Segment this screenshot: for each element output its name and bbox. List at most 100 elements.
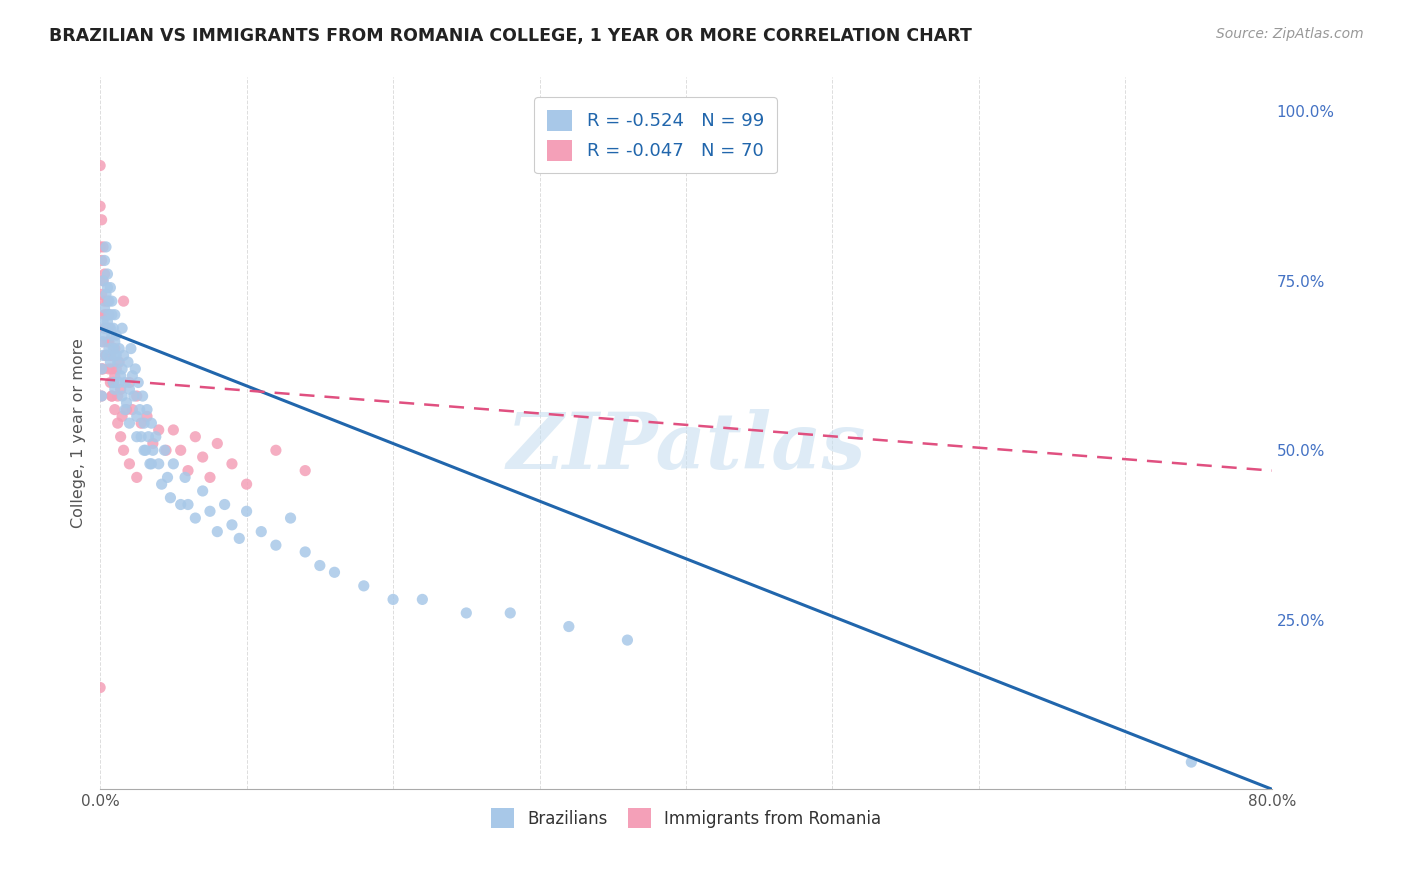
Point [138,430,160,444]
Point [94,240,117,254]
Point [96,280,118,294]
Point [122,389,145,403]
Legend: Brazilians, Immigrants from Romania: Brazilians, Immigrants from Romania [484,802,889,834]
Point [97,308,120,322]
Point [153,443,176,458]
Point [114,402,136,417]
Point [101,362,124,376]
Point [89,199,111,213]
Point [111,321,134,335]
Point [170,498,193,512]
Point [110,430,132,444]
Point [135,443,157,458]
Point [108,376,131,390]
Point [1180,755,1202,769]
Point [141,457,163,471]
Point [90,362,112,376]
Point [235,477,257,491]
Point [100,348,122,362]
Point [97,334,120,349]
Point [221,517,243,532]
Point [170,443,193,458]
Point [97,294,120,309]
Point [118,382,141,396]
Point [382,592,405,607]
Point [104,382,127,396]
Point [94,321,117,335]
Point [96,314,118,328]
Point [96,348,118,362]
Point [125,430,148,444]
Point [235,504,257,518]
Point [97,321,120,335]
Point [110,368,132,383]
Point [353,579,375,593]
Point [141,416,163,430]
Point [221,457,243,471]
Point [111,389,134,403]
Point [96,267,118,281]
Point [101,308,124,322]
Point [214,498,236,512]
Point [118,457,141,471]
Point [264,538,287,552]
Point [128,402,150,417]
Point [104,402,127,417]
Point [96,334,118,349]
Point [94,348,117,362]
Point [104,368,127,383]
Point [125,389,148,403]
Point [94,308,117,322]
Point [308,558,330,573]
Point [89,240,111,254]
Point [118,376,141,390]
Point [93,301,115,315]
Point [207,524,229,539]
Point [118,416,141,430]
Point [90,212,112,227]
Text: Source: ZipAtlas.com: Source: ZipAtlas.com [1216,27,1364,41]
Point [101,389,124,403]
Point [97,362,120,376]
Point [111,362,134,376]
Point [148,457,170,471]
Point [89,159,111,173]
Point [198,470,221,484]
Point [121,402,143,417]
Point [91,240,114,254]
Point [294,545,316,559]
Point [90,362,112,376]
Point [100,348,122,362]
Point [91,348,114,362]
Point [115,396,138,410]
Point [103,376,125,390]
Point [90,389,112,403]
Point [93,321,115,335]
Point [150,477,173,491]
Point [125,409,148,424]
Point [91,314,114,328]
Point [207,436,229,450]
Point [139,457,162,471]
Text: BRAZILIAN VS IMMIGRANTS FROM ROMANIA COLLEGE, 1 YEAR OR MORE CORRELATION CHART: BRAZILIAN VS IMMIGRANTS FROM ROMANIA COL… [49,27,972,45]
Point [96,294,118,309]
Point [93,267,115,281]
Point [93,328,115,343]
Point [117,355,139,369]
Point [108,342,131,356]
Point [103,376,125,390]
Point [142,436,165,450]
Point [90,334,112,349]
Point [91,274,114,288]
Point [91,334,114,349]
Point [616,633,638,648]
Point [136,402,159,417]
Point [129,416,152,430]
Point [177,464,200,478]
Point [97,342,120,356]
Point [94,348,117,362]
Point [110,382,132,396]
Point [136,409,159,424]
Point [97,308,120,322]
Point [89,681,111,695]
